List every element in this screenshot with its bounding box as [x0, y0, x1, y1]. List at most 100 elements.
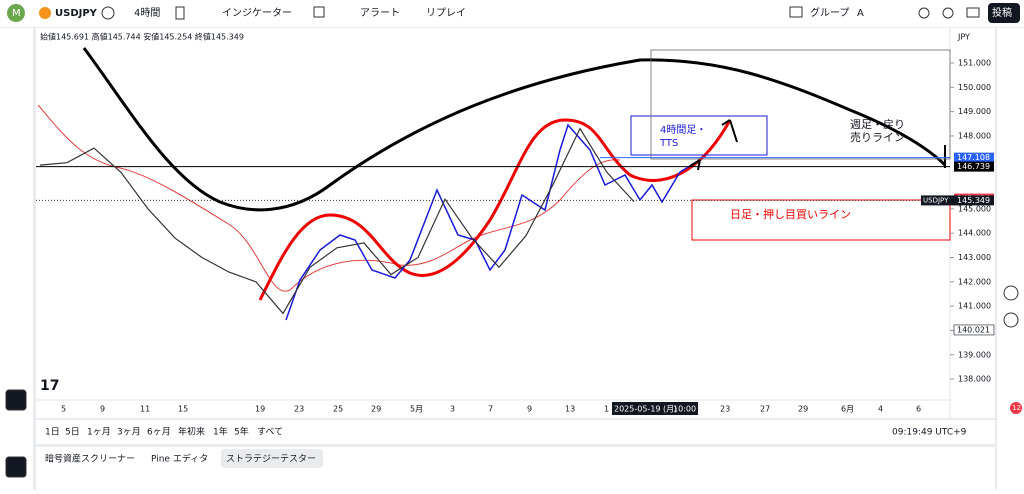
label: 4 [878, 405, 883, 414]
label: 6月 [841, 405, 854, 414]
label: 150.000 [958, 83, 991, 92]
avatar[interactable] [7, 4, 25, 22]
label: 29 [371, 405, 381, 414]
fullscreen-icon[interactable] [942, 7, 954, 19]
star-icon[interactable] [5, 456, 27, 478]
symbol-tag [921, 195, 954, 206]
label: 145.349 [957, 196, 990, 205]
label: 3 [450, 405, 455, 414]
weekly-curve [82, 47, 947, 212]
chart-pane [36, 28, 995, 418]
moving-average [37, 104, 621, 292]
label: 146.739 [957, 162, 990, 171]
badge [1010, 402, 1022, 414]
label[interactable]: インジケーター [222, 7, 292, 19]
tab-active [221, 449, 323, 468]
layout-icon[interactable] [789, 6, 803, 18]
label[interactable]: リプレイ [426, 7, 466, 19]
label[interactable]: グループ [810, 6, 849, 19]
label: JPY [957, 33, 970, 42]
label: 4時間足・ TTS [659, 124, 706, 149]
side-icon[interactable] [1003, 312, 1019, 328]
label[interactable]: 5日 [65, 427, 80, 438]
label[interactable]: 4時間 [134, 7, 160, 19]
label: 09:19:49 UTC+9 [892, 428, 967, 438]
label[interactable]: 5年 [234, 426, 249, 438]
tv-logo: 17 [40, 378, 59, 394]
label: USDJPY [923, 196, 949, 204]
settings-icon[interactable] [918, 7, 930, 19]
symbol-icon [39, 7, 51, 19]
label: 138.000 [958, 375, 991, 384]
label: 始値145.691 高値145.744 安値145.254 終値145.349 [40, 32, 244, 42]
crosshair-tag [612, 402, 698, 415]
panel [36, 447, 995, 490]
label: 9 [527, 405, 532, 414]
label: 149.000 [958, 107, 991, 116]
label: 23 [720, 405, 730, 414]
price-tag [954, 161, 994, 172]
label: 147.108 [957, 153, 990, 162]
icons [5, 6, 1019, 478]
label[interactable]: 1年 [213, 426, 228, 438]
publish-button[interactable] [988, 3, 1020, 23]
label[interactable]: ストラテジーテスター [226, 454, 316, 465]
label: 148.000 [958, 131, 991, 140]
label: 15 [178, 405, 188, 414]
label: 23 [294, 405, 304, 414]
label: 151.000 [958, 59, 991, 68]
candle-icon[interactable] [175, 6, 185, 20]
label[interactable]: 年初来 [178, 426, 205, 438]
label: 12 [1012, 404, 1021, 412]
label: 141.000 [958, 302, 991, 311]
label: 145.000 [958, 204, 991, 213]
label[interactable]: 1日 [45, 427, 60, 438]
label[interactable]: アラート [360, 7, 400, 19]
label: 13 [565, 405, 575, 414]
side-icon[interactable] [1003, 285, 1019, 301]
label: 6 [916, 405, 921, 414]
label: 7 [488, 405, 493, 414]
label[interactable]: Pine エディタ [151, 453, 208, 465]
label: 2025-05-19 (月) [614, 405, 677, 414]
buy-box [691, 199, 951, 241]
label: 11 [140, 405, 150, 414]
camera-icon[interactable] [966, 7, 980, 18]
label: 139.000 [958, 350, 991, 359]
label[interactable]: 6ヶ月 [147, 427, 171, 438]
tool-active[interactable] [5, 389, 27, 411]
label: 週足・戻り売りライン [850, 118, 905, 144]
label: 1 [604, 405, 609, 414]
label[interactable]: 投稿 [992, 6, 1012, 19]
range-bar [36, 420, 995, 444]
label[interactable]: すべて [257, 427, 283, 438]
label: 140.021 [957, 325, 990, 334]
tts-box [630, 115, 768, 156]
left-bar [0, 28, 33, 490]
label: 27 [760, 405, 770, 414]
label[interactable]: USDJPY [55, 8, 98, 19]
label: 5月 [410, 405, 423, 414]
label: 142.000 [958, 277, 991, 286]
label: 143.000 [958, 253, 991, 262]
label[interactable]: 1ヶ月 [87, 427, 111, 438]
price-line [39, 127, 635, 315]
label: 19 [255, 405, 265, 414]
top-bar [0, 0, 1024, 27]
label: 9 [100, 405, 105, 414]
price-tag [954, 152, 994, 163]
label: 5 [61, 405, 66, 414]
price-tag [953, 324, 995, 336]
label: 25 [333, 405, 343, 414]
label[interactable]: A [857, 8, 864, 19]
price-tag [954, 195, 994, 206]
right-bar [997, 28, 1024, 490]
label[interactable]: 3ヶ月 [117, 427, 141, 438]
layout-icon[interactable] [313, 6, 325, 18]
label: 144.000 [958, 229, 991, 238]
add-icon[interactable] [101, 6, 115, 20]
arrows [689, 119, 946, 171]
label[interactable]: 暗号資産スクリーナー [45, 453, 135, 465]
